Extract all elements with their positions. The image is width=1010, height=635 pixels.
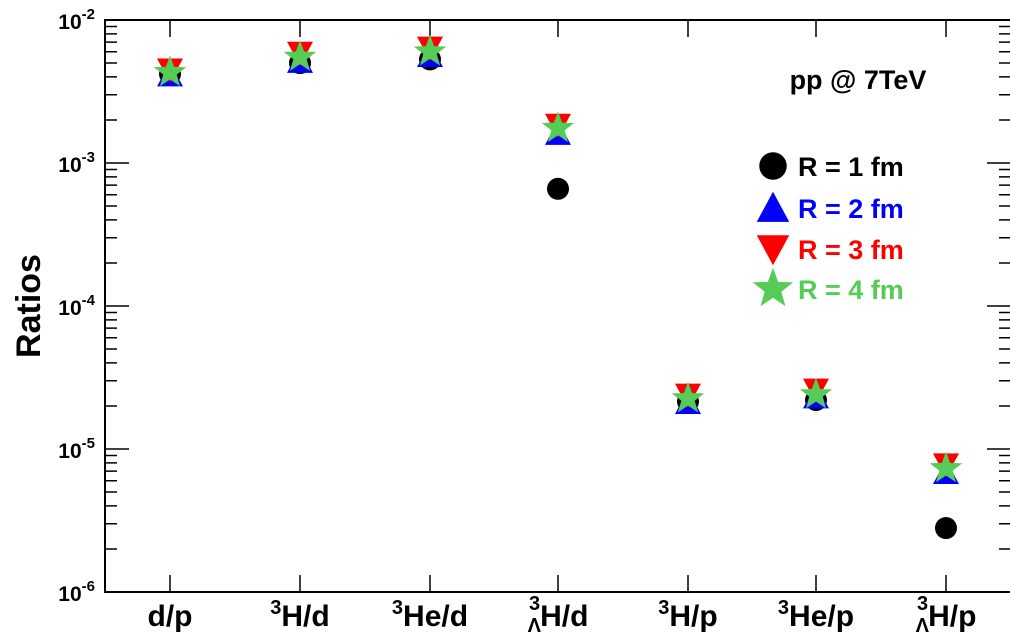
- x-tick-label: Λ3H/p: [916, 593, 977, 635]
- legend-marker: [756, 191, 790, 222]
- legend-marker: [752, 267, 794, 307]
- legend: R = 1 fm R = 2 fm R = 3 fm R = 4 fm: [752, 152, 904, 307]
- x-tick-label: 3H/d: [270, 597, 329, 633]
- data-point: [413, 34, 447, 66]
- x-tick-label: d/p: [148, 600, 193, 633]
- y-tick-label: 10-3: [58, 149, 95, 177]
- legend-label: R = 1 fm: [798, 152, 904, 182]
- x-tick-label: 3He/p: [778, 597, 854, 633]
- axis-ticks: [105, 20, 1010, 593]
- data-point: [929, 451, 963, 483]
- y-tick-label: 10-4: [58, 292, 95, 320]
- data-point: [935, 517, 957, 540]
- legend-label: R = 4 fm: [798, 275, 904, 305]
- data-point: [541, 111, 575, 142]
- y-axis-title: Ratios: [10, 254, 48, 358]
- data-point: [547, 177, 569, 200]
- legend-marker: [756, 235, 790, 266]
- legend-marker: [759, 152, 787, 180]
- data-point: [153, 55, 187, 87]
- data-point: [283, 40, 317, 71]
- series-r-4fm: [153, 34, 963, 483]
- y-tick-labels: 10-6 10-5 10-4 10-3 10-2: [58, 6, 95, 606]
- legend-label: R = 3 fm: [798, 235, 904, 265]
- data-point: [799, 377, 833, 409]
- y-tick-label: 10-5: [58, 435, 95, 463]
- annotation-text: pp @ 7TeV: [790, 65, 927, 95]
- plot-frame: [104, 19, 1010, 593]
- data-point: [671, 381, 705, 413]
- y-tick-label: 10-2: [58, 6, 95, 34]
- legend-label: R = 2 fm: [798, 194, 904, 224]
- x-tick-label: Λ3H/d: [528, 593, 589, 635]
- x-tick-label: 3H/p: [658, 597, 717, 633]
- x-tick-label: 3He/d: [392, 597, 468, 633]
- data-markers: [153, 34, 963, 540]
- tick-marks: [105, 20, 1010, 593]
- y-tick-label: 10-6: [58, 578, 95, 606]
- x-tick-labels: d/p 3H/d 3He/d Λ3H/d 3H/p 3He/p Λ3H/p: [148, 593, 977, 635]
